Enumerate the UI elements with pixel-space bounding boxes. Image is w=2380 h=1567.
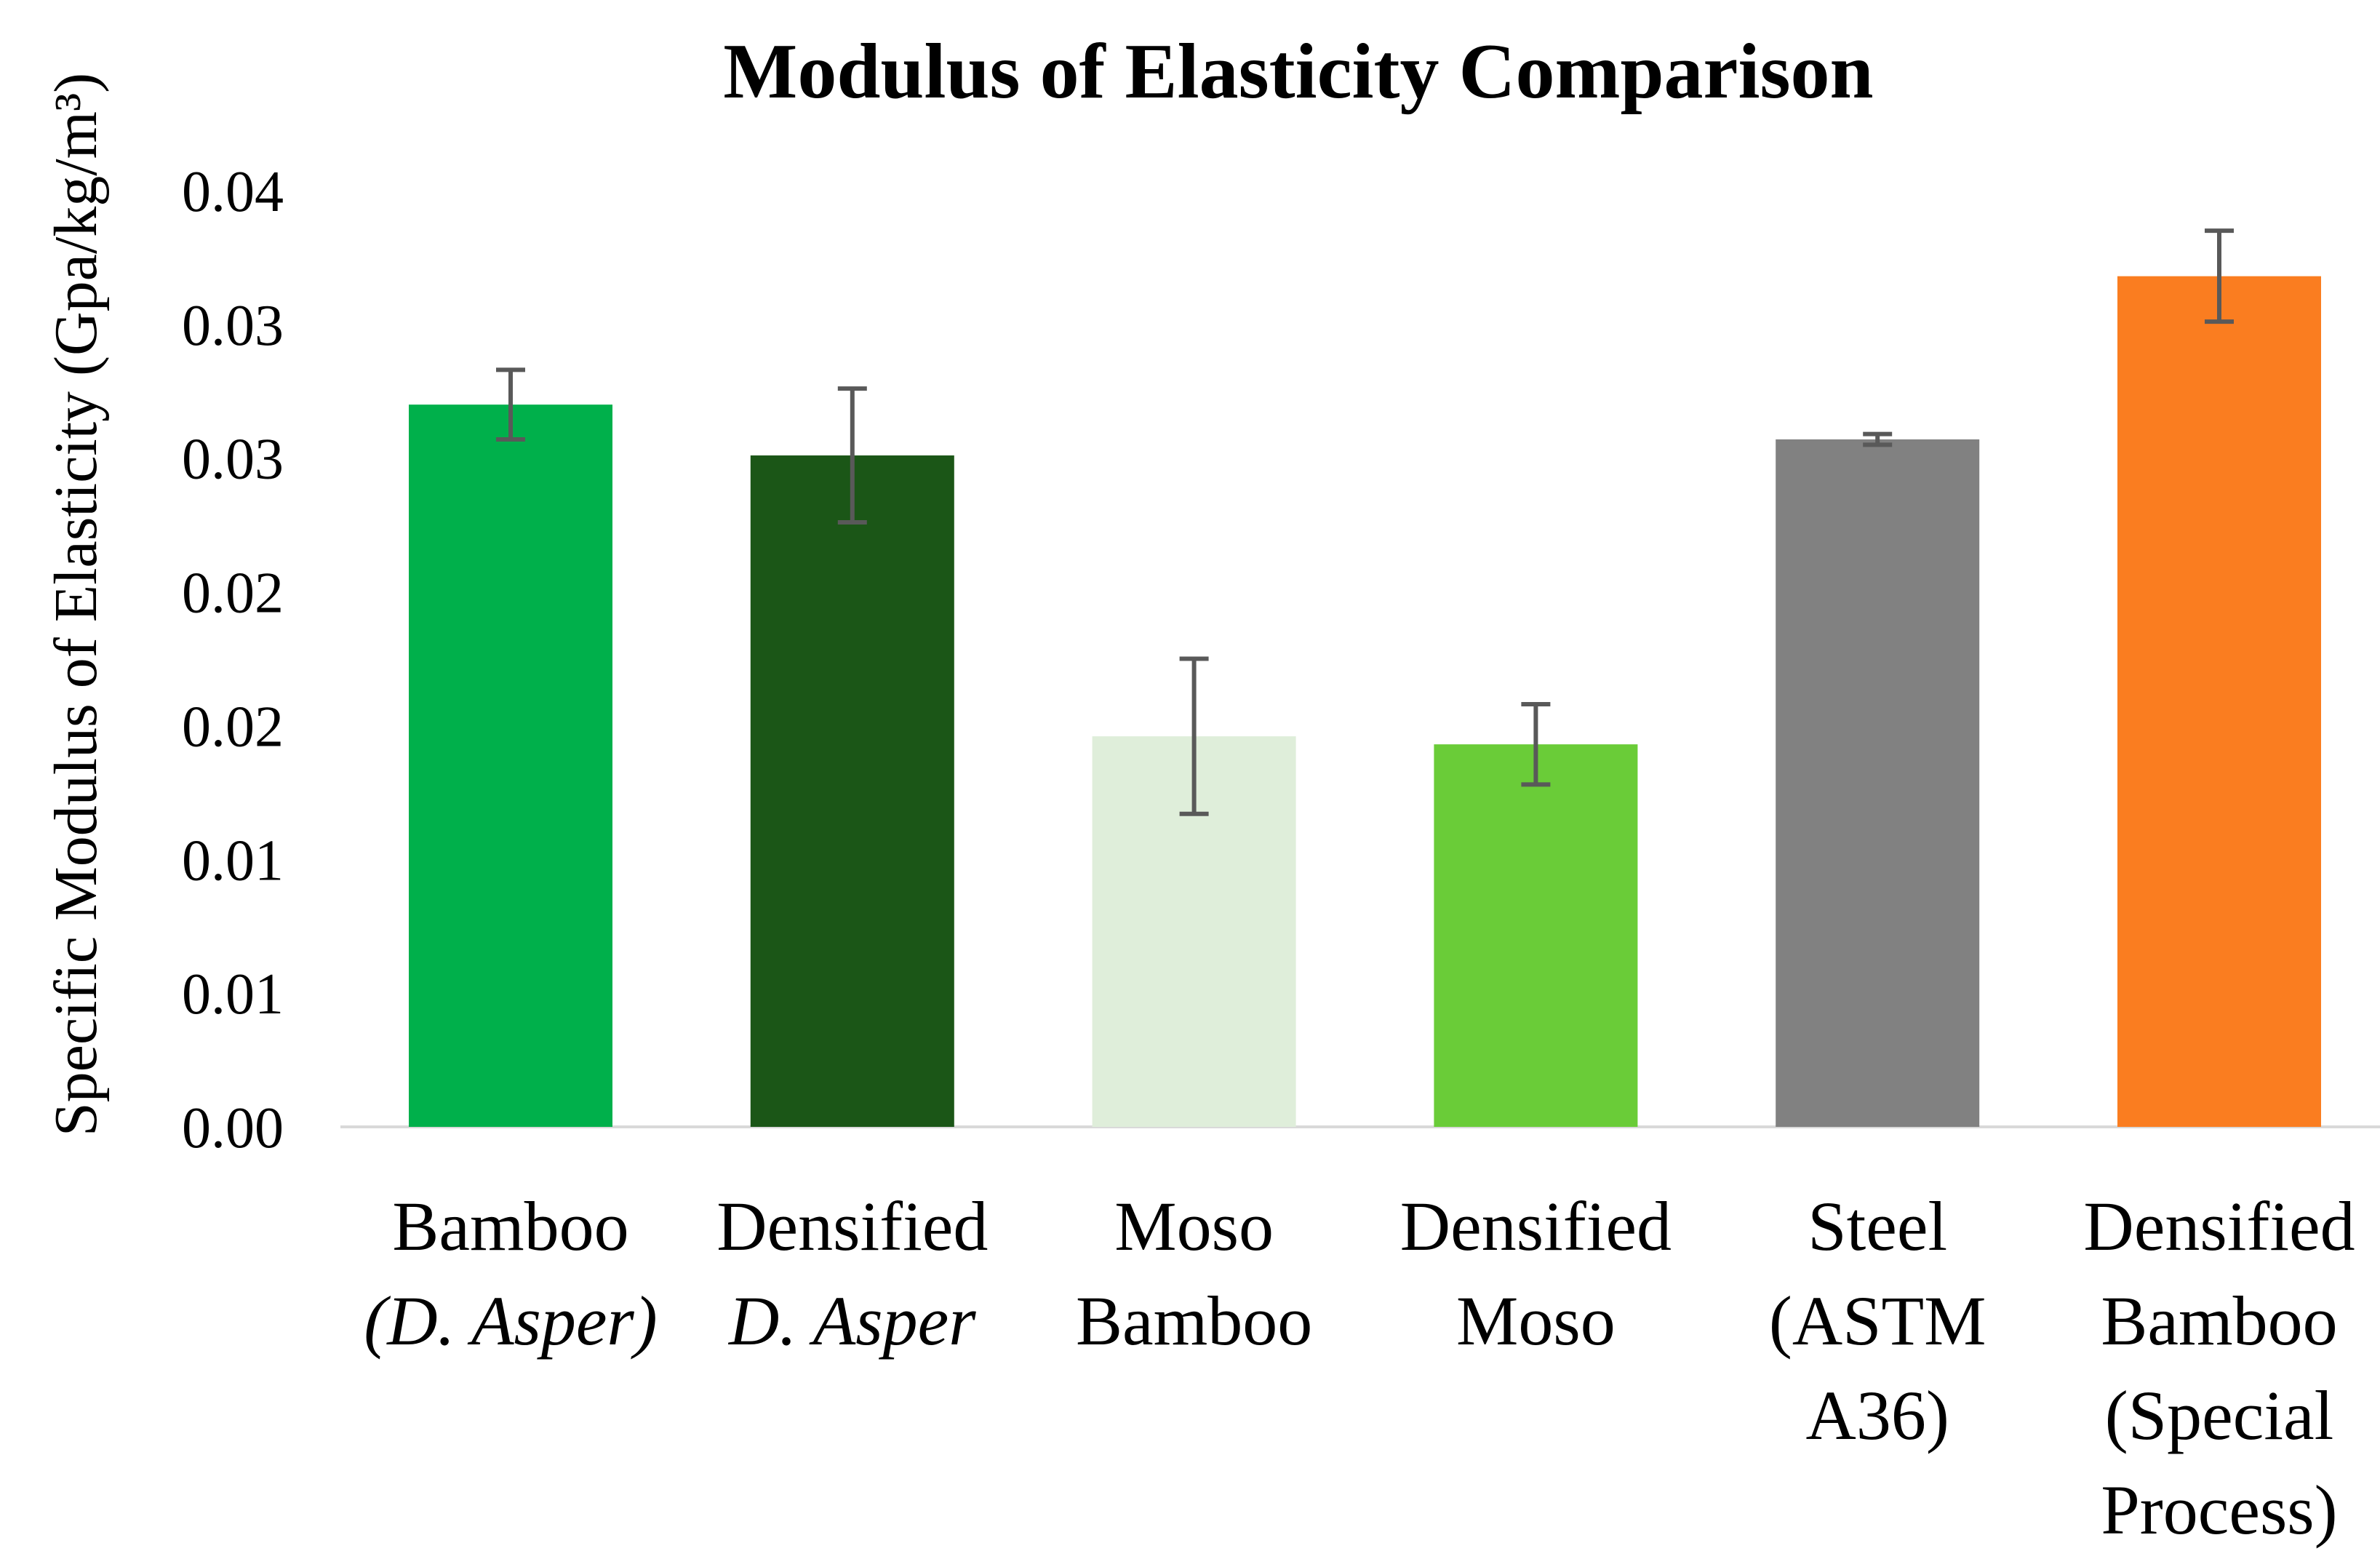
chart-svg: Modulus of Elasticity Comparison Specifi…	[42, 28, 2380, 1549]
category-label-steel-astm-a36-line-2: A36)	[1806, 1376, 1949, 1454]
category-label-moso-bamboo-line-0: Moso	[1114, 1187, 1274, 1265]
bar-densified-moso	[1434, 744, 1638, 1127]
error-bar-densified-moso	[1521, 702, 1551, 787]
bar-steel-astm-a36	[1776, 439, 1980, 1127]
chart-figure: Modulus of Elasticity Comparison Specifi…	[29, 12, 2380, 1555]
category-label-densified-bamboo-special-process-line-1: Bamboo	[2101, 1282, 2337, 1360]
category-label-bamboo-d-asper-line-1: (D. Asper)	[364, 1282, 658, 1360]
bar-densified-bamboo-special-process	[2117, 276, 2321, 1127]
y-tick-label-3: 0.02	[182, 695, 284, 759]
y-tick-label-1: 0.01	[182, 962, 284, 1026]
category-label-moso-bamboo-line-1: Bamboo	[1076, 1282, 1312, 1360]
error-bar-steel-astm-a36	[1863, 431, 1893, 447]
y-tick-label-6: 0.03	[182, 294, 284, 358]
category-label-densified-d-asper-line-1: D. Asper	[727, 1282, 976, 1360]
category-label-densified-moso-line-0: Densified	[1400, 1187, 1672, 1265]
error-bar-moso-bamboo	[1179, 656, 1209, 816]
y-tick-label-5: 0.03	[182, 428, 284, 492]
plot-area: 0.00 0.01 0.01 0.02 0.02 0.03 0.03 0.04 Bamboo (D…	[182, 160, 2380, 1549]
error-bar-densified-bamboo-special-process	[2205, 228, 2234, 324]
bar-densified-d-asper	[750, 455, 954, 1127]
category-label-bamboo-d-asper-line-0: Bamboo	[392, 1187, 628, 1265]
category-label-densified-bamboo-special-process-line-3: Process)	[2101, 1471, 2337, 1549]
category-label-densified-bamboo-special-process-line-2: (Special	[2105, 1376, 2334, 1454]
category-label-steel-astm-a36-line-1: (ASTM	[1769, 1282, 1986, 1360]
category-label-densified-moso-line-1: Moso	[1456, 1282, 1616, 1360]
y-tick-label-2: 0.01	[182, 829, 284, 893]
category-label-densified-bamboo-special-process-line-0: Densified	[2083, 1187, 2355, 1265]
category-label-densified-d-asper-line-0: Densified	[716, 1187, 988, 1265]
chart-title: Modulus of Elasticity Comparison	[723, 28, 1873, 115]
error-bar-bamboo-d-asper	[496, 367, 525, 442]
y-tick-label-7: 0.04	[182, 160, 284, 224]
bar-bamboo-d-asper	[409, 404, 612, 1127]
y-tick-label-0: 0.00	[182, 1096, 284, 1160]
y-axis-title: Specific Modulus of Elasticity (Gpa/kg/m…	[42, 73, 110, 1136]
category-label-steel-astm-a36-line-0: Steel	[1808, 1187, 1947, 1265]
y-tick-label-4: 0.02	[182, 562, 284, 626]
error-bar-densified-d-asper	[837, 386, 867, 525]
